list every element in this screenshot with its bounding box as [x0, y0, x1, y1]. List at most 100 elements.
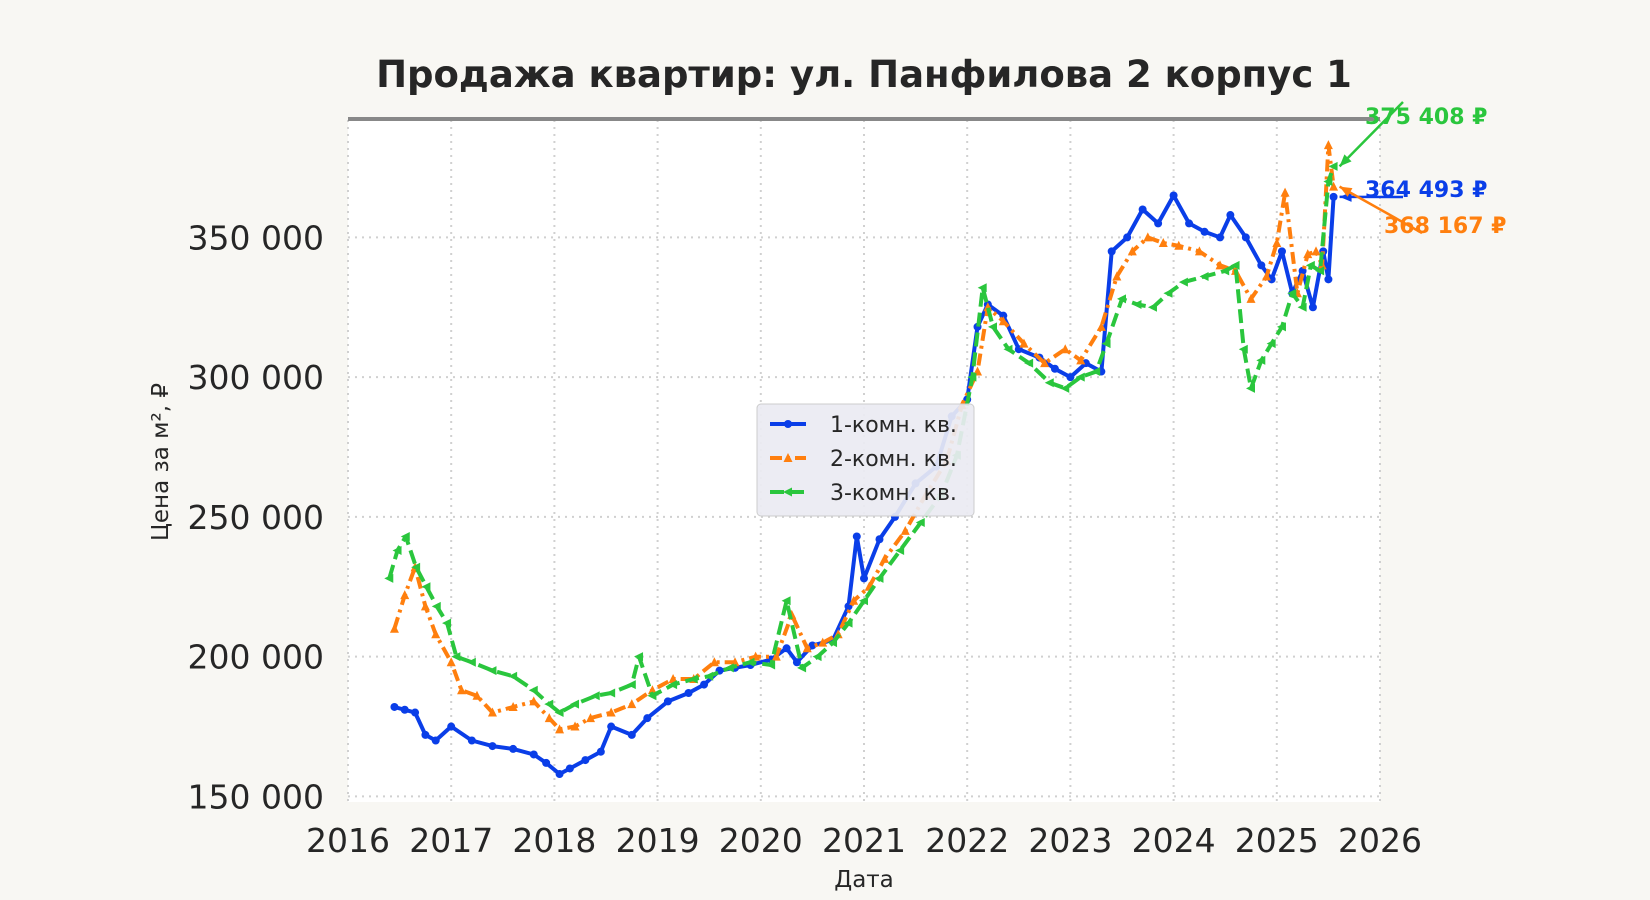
data-point [400, 705, 409, 714]
data-point [467, 736, 476, 745]
data-point [1324, 275, 1333, 284]
data-point [1076, 355, 1086, 365]
series [389, 140, 1339, 734]
data-point [596, 747, 605, 756]
data-point [843, 618, 853, 628]
annotation-arrow [1338, 185, 1423, 235]
data-point [1287, 288, 1297, 298]
data-point [487, 707, 497, 717]
data-point [668, 674, 678, 684]
data-point [802, 643, 812, 653]
legend-label: 3-комн. кв. [830, 481, 957, 506]
legend-label: 1-комн. кв. [830, 413, 957, 438]
data-point [627, 699, 637, 709]
data-point [1323, 140, 1333, 150]
data-point [555, 724, 565, 734]
data-point [581, 756, 590, 765]
data-point [663, 697, 672, 706]
data-point [1174, 240, 1184, 250]
data-point [900, 525, 910, 535]
data-point [1075, 372, 1085, 382]
data-point [1138, 205, 1147, 214]
data-point [1315, 266, 1325, 276]
data-point [977, 283, 987, 293]
data-point [487, 666, 497, 676]
data-point [389, 623, 399, 633]
data-point [1081, 359, 1090, 368]
data-point [411, 562, 421, 572]
data-point [627, 730, 636, 739]
data-point [1185, 219, 1194, 228]
data-point [1044, 378, 1054, 388]
data-point [1132, 299, 1142, 309]
data-point [634, 652, 644, 662]
data-point [745, 657, 755, 667]
x-tick-label: 2020 [719, 821, 803, 860]
data-point [668, 680, 678, 690]
annotation-arrowhead [1339, 186, 1353, 197]
data-point [1272, 237, 1282, 247]
annotation-arrowhead [1339, 154, 1352, 167]
data-point [700, 680, 709, 689]
data-point [606, 688, 616, 698]
data-point [782, 644, 791, 653]
data-point [818, 637, 828, 647]
data-point [709, 657, 719, 667]
data-point [421, 582, 431, 592]
data-point [1066, 373, 1075, 382]
data-point [529, 750, 538, 759]
data-point [384, 573, 394, 583]
data-point [647, 685, 657, 695]
data-point [542, 758, 551, 767]
data-point [828, 638, 838, 648]
data-point [1040, 358, 1050, 368]
data-point [1257, 261, 1266, 270]
y-tick-label: 350 000 [188, 218, 324, 257]
data-point [1266, 339, 1276, 349]
data-point [466, 657, 476, 667]
data-point [967, 372, 977, 382]
data-point [447, 722, 456, 731]
data-point [771, 651, 781, 661]
data-point [509, 744, 518, 753]
chart-title: Продажа квартир: ул. Панфилова 2 корпус … [376, 53, 1352, 96]
data-point [1280, 187, 1290, 197]
data-point [875, 535, 884, 544]
data-point [570, 699, 580, 709]
data-point [1215, 260, 1225, 270]
data-point [1143, 232, 1153, 242]
data-point [1060, 383, 1070, 393]
data-point [1158, 237, 1168, 247]
data-point [1169, 191, 1178, 200]
value-annotation: 368 167 ₽ [1384, 214, 1506, 239]
data-point [1267, 275, 1276, 284]
data-point [421, 730, 430, 739]
data-point [988, 322, 997, 332]
data-point [472, 690, 482, 700]
data-point [1277, 247, 1286, 256]
data-point [1216, 233, 1225, 242]
data-point [1154, 219, 1163, 228]
data-point [647, 691, 657, 701]
data-point [1127, 246, 1137, 256]
data-point [1107, 247, 1116, 256]
data-point [766, 660, 776, 670]
data-point [852, 532, 861, 541]
data-point [1112, 271, 1122, 281]
data-point [606, 707, 616, 717]
data-point [420, 601, 430, 611]
data-point [1311, 246, 1321, 256]
data-point [392, 545, 402, 555]
data-point [783, 453, 793, 462]
data-point [860, 574, 868, 583]
data-point [1256, 355, 1266, 365]
data-point [1241, 233, 1250, 242]
annotation-arrow [1338, 101, 1404, 168]
data-point [1091, 367, 1101, 377]
data-point [998, 316, 1008, 326]
legend: 1-комн. кв. 2-комн. кв. 3-комн. кв. [756, 403, 975, 517]
data-point [1226, 211, 1235, 220]
data-point [880, 553, 890, 563]
data-point [457, 685, 467, 695]
data-point [1230, 260, 1240, 270]
